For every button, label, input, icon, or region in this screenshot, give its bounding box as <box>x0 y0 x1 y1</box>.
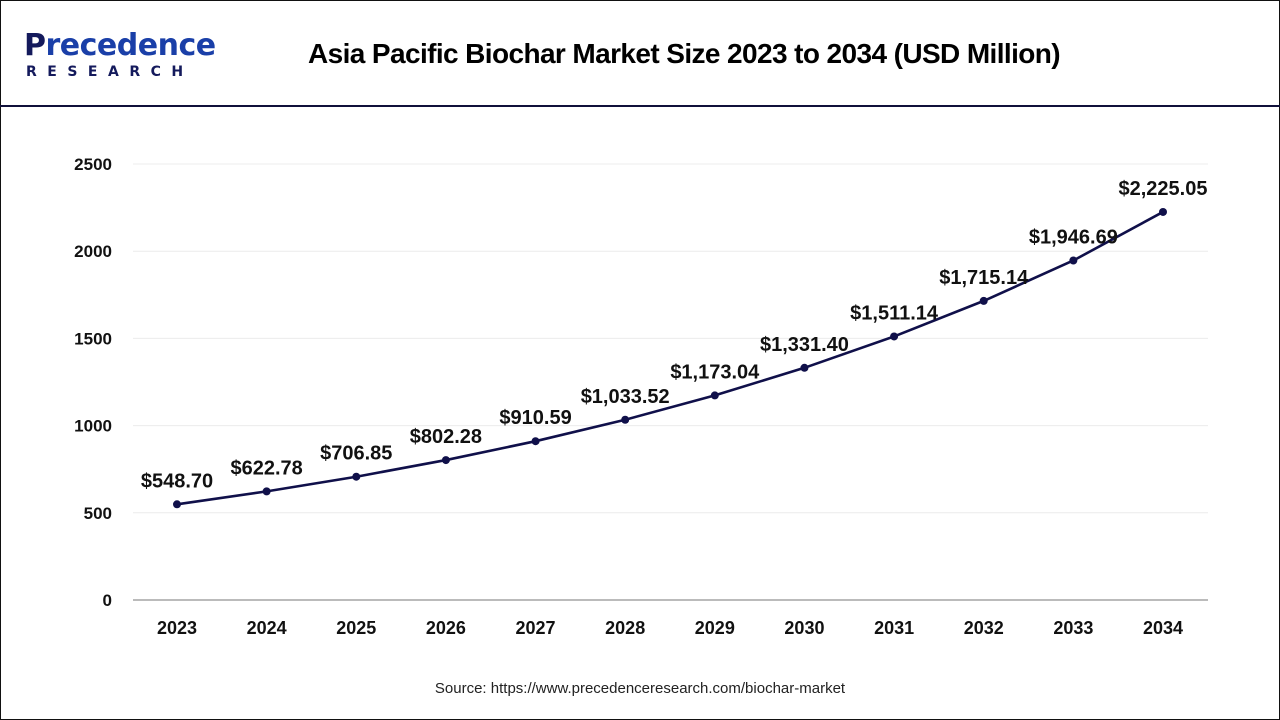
data-point-marker <box>979 296 988 305</box>
x-tick-label: 2030 <box>784 618 824 638</box>
data-value-label: $1,173.04 <box>670 361 760 383</box>
x-tick-label: 2026 <box>426 618 466 638</box>
data-point-marker <box>173 500 181 509</box>
precedence-research-logo: Precedence RESEARCH <box>24 28 216 84</box>
data-point-marker <box>262 487 271 496</box>
x-tick-label: 2034 <box>1143 618 1183 638</box>
x-tick-label: 2033 <box>1053 618 1093 638</box>
y-tick-label: 500 <box>84 504 112 523</box>
logo-initial: P <box>24 28 46 63</box>
chart-title: Asia Pacific Biochar Market Size 2023 to… <box>308 38 1061 69</box>
x-tick-label: 2029 <box>695 618 735 638</box>
x-tick-label: 2032 <box>964 618 1004 638</box>
x-tick-label: 2031 <box>874 618 914 638</box>
series-line <box>176 210 1164 506</box>
x-axis-ticks: 2023 2024 2025 2026 2027 2028 2029 2030 2031 2032… <box>157 618 1183 638</box>
logo-wordmark: Precedence <box>24 28 216 64</box>
data-value-label: $802.28 <box>410 426 482 448</box>
y-tick-label: 1500 <box>74 329 112 348</box>
x-tick-label: 2024 <box>247 618 287 638</box>
data-point-marker <box>800 363 809 372</box>
data-labels: $548.70 $622.78 $706.85 $802.28 $910.59 $1,03… <box>141 178 1208 492</box>
header: Precedence RESEARCH Asia Pacific Biochar… <box>0 0 1280 107</box>
data-value-label: $1,033.52 <box>581 386 670 408</box>
data-value-label: $622.78 <box>230 457 302 479</box>
data-point-marker <box>531 437 540 446</box>
data-value-label: $548.70 <box>141 470 213 492</box>
data-point-marker <box>1159 207 1167 216</box>
x-tick-label: 2028 <box>605 618 645 638</box>
y-tick-label: 1000 <box>74 417 112 436</box>
y-tick-label: 2000 <box>74 242 112 261</box>
logo-subtitle: RESEARCH <box>26 64 194 80</box>
data-value-label: $2,225.05 <box>1119 178 1208 200</box>
data-value-label: $706.85 <box>320 443 392 465</box>
data-value-label: $1,715.14 <box>939 267 1029 289</box>
data-value-label: $1,511.14 <box>850 302 939 324</box>
data-point-marker <box>352 472 361 481</box>
data-value-label: $1,946.69 <box>1029 226 1118 248</box>
y-tick-label: 0 <box>103 591 112 610</box>
y-axis-ticks: 0 500 1000 1500 2000 2500 <box>74 155 112 610</box>
data-point-marker <box>441 456 450 465</box>
data-markers <box>173 207 1167 509</box>
x-tick-label: 2023 <box>157 618 197 638</box>
data-point-marker <box>710 391 719 400</box>
y-tick-label: 2500 <box>74 155 112 174</box>
gridlines <box>133 163 1208 514</box>
data-point-marker <box>621 415 630 424</box>
x-tick-label: 2027 <box>516 618 556 638</box>
data-point-marker <box>890 332 899 341</box>
logo-main-text: recedence <box>45 28 217 63</box>
data-value-label: $910.59 <box>499 407 571 429</box>
data-value-label: $1,331.40 <box>760 334 849 356</box>
source-citation: Source: https://www.precedenceresearch.c… <box>434 680 846 697</box>
x-tick-label: 2025 <box>336 618 376 638</box>
data-point-marker <box>1069 256 1078 265</box>
